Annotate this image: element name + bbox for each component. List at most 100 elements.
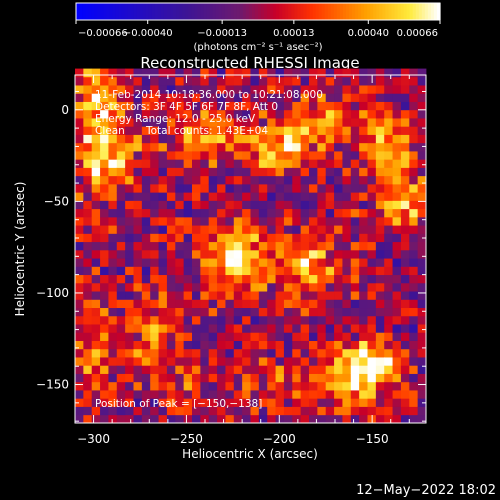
heatmap-cell: [275, 340, 285, 350]
heatmap-cell: [83, 365, 93, 374]
heatmap-cell: [300, 332, 310, 341]
heatmap-cell: [384, 233, 393, 243]
heatmap-cell: [400, 274, 410, 284]
heatmap-cell: [150, 406, 159, 416]
heatmap-cell: [175, 365, 185, 374]
heatmap-cell: [133, 76, 143, 86]
heatmap-cell: [100, 118, 109, 127]
heatmap-cell: [108, 324, 118, 333]
heatmap-cell: [275, 299, 285, 309]
heatmap-cell: [242, 93, 251, 102]
heatmap-cell: [400, 233, 410, 243]
heatmap-cell: [150, 159, 159, 168]
heatmap-cell: [392, 398, 402, 407]
heatmap-cell: [150, 151, 159, 160]
heatmap-cell: [225, 258, 235, 267]
heatmap-cell: [175, 233, 185, 243]
heatmap-cell: [83, 175, 93, 185]
heatmap-cell: [208, 151, 218, 160]
heatmap-cell: [125, 258, 134, 267]
heatmap-cell: [392, 216, 402, 226]
heatmap-cell: [183, 282, 193, 292]
heatmap-cell: [309, 216, 318, 226]
heatmap-cell: [384, 406, 393, 416]
heatmap-cell: [300, 398, 310, 407]
heatmap-cell: [116, 126, 126, 135]
heatmap-cell: [309, 118, 318, 127]
heatmap-cell: [325, 381, 335, 391]
heatmap-cell: [242, 348, 251, 358]
heatmap-cell: [233, 101, 243, 111]
heatmap-cell: [300, 93, 310, 102]
heatmap-cell: [250, 118, 260, 127]
heatmap-cell: [225, 159, 235, 168]
heatmap-cell: [267, 76, 276, 86]
heatmap-cell: [267, 200, 276, 210]
heatmap-cell: [309, 134, 318, 144]
heatmap-cell: [342, 258, 352, 267]
heatmap-cell: [217, 299, 226, 309]
heatmap-cell: [133, 390, 143, 399]
colorbar-cell: [300, 3, 305, 20]
heatmap-cell: [317, 340, 327, 350]
heatmap-cell: [300, 216, 310, 226]
heatmap-cell: [91, 68, 101, 78]
heatmap-cell: [100, 299, 109, 309]
heatmap-cell: [384, 85, 393, 94]
heatmap-cell: [317, 183, 327, 193]
heatmap-cell: [91, 183, 101, 193]
heatmap-cell: [375, 126, 385, 135]
heatmap-cell: [375, 390, 385, 399]
heatmap-cell: [350, 208, 360, 218]
heatmap-cell: [342, 134, 352, 144]
heatmap-cell: [150, 118, 159, 127]
heatmap-cell: [166, 348, 176, 358]
heatmap-cell: [116, 241, 126, 251]
heatmap-cell: [359, 291, 368, 300]
heatmap-cell: [150, 93, 159, 102]
heatmap-cell: [417, 216, 427, 226]
heatmap-cell: [334, 373, 343, 383]
heatmap-cell: [75, 159, 84, 168]
heatmap-cell: [309, 332, 318, 341]
heatmap-cell: [258, 233, 268, 243]
heatmap-cell: [116, 225, 126, 234]
heatmap-cell: [375, 282, 385, 292]
heatmap-cell: [141, 134, 151, 144]
heatmap-cell: [150, 266, 159, 276]
heatmap-cell: [375, 258, 385, 267]
heatmap-cell: [200, 200, 210, 210]
heatmap-cell: [325, 365, 335, 374]
heatmap-cell: [258, 381, 268, 391]
heatmap-cell: [309, 167, 318, 177]
heatmap-cell: [141, 216, 151, 226]
heatmap-cell: [317, 167, 327, 177]
heatmap-cell: [183, 274, 193, 284]
heatmap-cell: [283, 142, 293, 152]
heatmap-cell: [225, 126, 235, 135]
heatmap-cell: [384, 398, 393, 407]
heatmap-cell: [317, 315, 327, 325]
heatmap-cell: [208, 348, 218, 358]
heatmap-cell: [225, 373, 235, 383]
heatmap-cell: [233, 208, 243, 218]
heatmap-cell: [359, 315, 368, 325]
heatmap-cell: [359, 109, 368, 119]
heatmap-cell: [334, 233, 343, 243]
heatmap-cell: [183, 134, 193, 144]
heatmap-cell: [192, 192, 201, 201]
heatmap-cell: [309, 93, 318, 102]
heatmap-cell: [166, 68, 176, 78]
heatmap-cell: [275, 373, 285, 383]
heatmap-cell: [158, 225, 168, 234]
heatmap-cell: [309, 348, 318, 358]
heatmap-cell: [91, 167, 101, 177]
heatmap-cell: [292, 109, 302, 119]
heatmap-cell: [217, 348, 226, 358]
heatmap-cell: [75, 175, 84, 185]
heatmap-cell: [334, 118, 343, 127]
heatmap-cell: [233, 406, 243, 416]
heatmap-cell: [417, 167, 427, 177]
heatmap-cell: [150, 109, 159, 119]
heatmap-cell: [275, 258, 285, 267]
